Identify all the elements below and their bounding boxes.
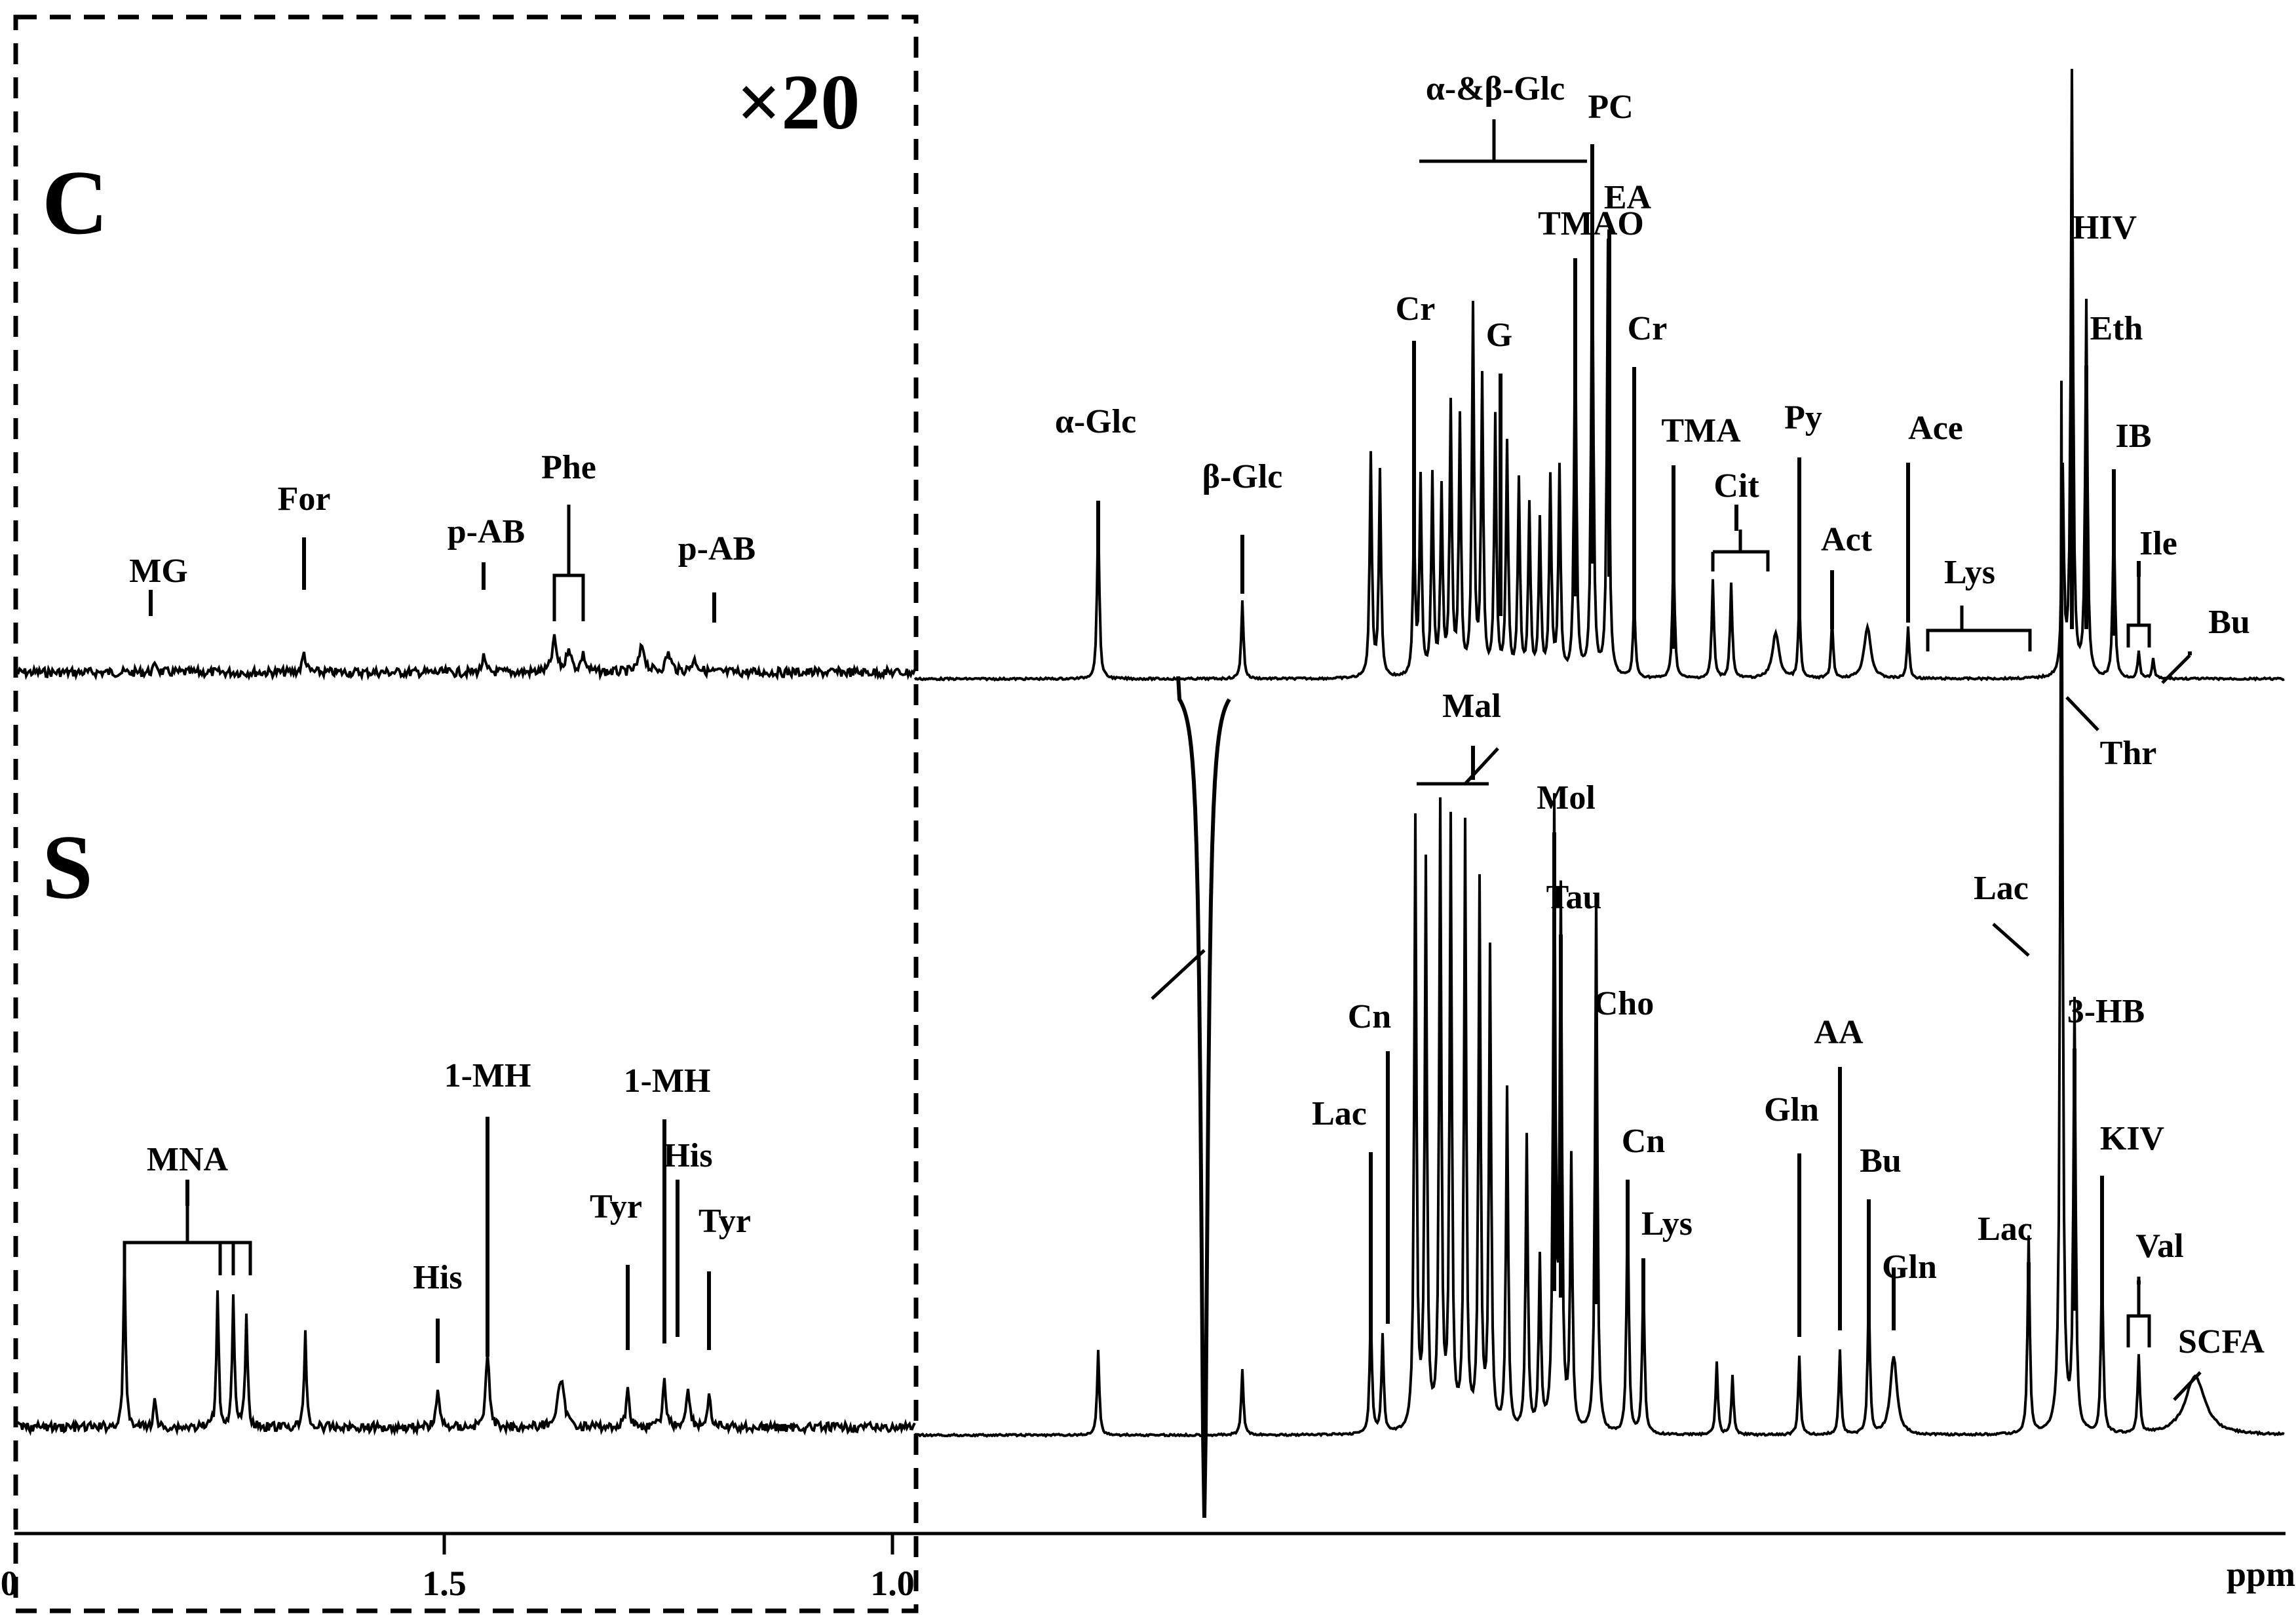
peak-label-py: Py <box>1784 399 1822 436</box>
peak-label-1-mh: 1-MH <box>624 1062 711 1100</box>
peak-label-kiv: KIV <box>2100 1120 2164 1157</box>
x-tick-label: 2.0 <box>0 1564 18 1603</box>
peak-label-val: Val <box>2135 1227 2183 1265</box>
peak-label-tyr: Tyr <box>698 1203 751 1240</box>
peak-label-scfa: SCFA <box>2178 1323 2265 1361</box>
bracket-phe <box>552 505 585 621</box>
peak-label-eth: Eth <box>2090 310 2143 347</box>
peak-label-cho: Cho <box>1594 985 1654 1022</box>
annotation-brackets <box>123 119 2202 1401</box>
peak-label-gln: Gln <box>1764 1091 1819 1129</box>
peak-label-cr: Cr <box>1628 310 1668 347</box>
peak-label-act: Act <box>1821 521 1873 558</box>
panel-label-s: S <box>42 817 93 918</box>
peak-label-ile: Ile <box>2139 525 2177 562</box>
peak-label-mal: Mal <box>1442 687 1501 725</box>
peak-label-p-ab: p-AB <box>678 530 756 568</box>
panel-label-c: C <box>42 152 108 254</box>
peak-label-his: His <box>413 1259 462 1296</box>
callout-lac <box>1992 923 2030 957</box>
spectrum-s-trace <box>914 380 2285 1439</box>
bracket-lys-c <box>1926 606 2032 651</box>
peak-label-mg: MG <box>129 552 188 590</box>
peak-label-lac: Lac <box>1974 870 2029 907</box>
peak-label--glc: β-Glc <box>1202 458 1283 495</box>
peak-labels: MG For p-AB Phe p-AB α-Glc β-Glc α-&β-Glc Cr G TMA… <box>129 70 2265 1361</box>
x-axis-ticks: 9.59.08.58.07.57.06.56.05.55.04.54.03.53… <box>0 1534 915 1603</box>
peak-label-ace: Ace <box>1908 410 1963 447</box>
peak-label-cn: Cn <box>1622 1123 1666 1160</box>
callout-scfa <box>2173 1371 2202 1401</box>
peak-label-hiv: HIV <box>2073 209 2137 246</box>
peak-label-lac: Lac <box>1978 1210 2033 1248</box>
peak-label-phe: Phe <box>541 449 596 486</box>
callout-hod <box>1151 949 1206 1000</box>
peak-label--glc: α-&β-Glc <box>1426 70 1565 107</box>
spectrum-s-expanded-trace <box>16 1252 916 1437</box>
callout-mal <box>1464 747 1499 785</box>
peak-label-pc: PC <box>1588 88 1633 126</box>
x-axis-label: ppm <box>2227 1554 2295 1594</box>
peak-label-tmao: TMAO <box>1538 205 1644 242</box>
peak-label-3-hb: 3-HB <box>2067 993 2145 1030</box>
peak-label-bu: Bu <box>1860 1142 1902 1180</box>
peak-label-tma: TMA <box>1661 412 1741 450</box>
peak-label-lys: Lys <box>1641 1205 1693 1243</box>
peak-label-lac: Lac <box>1312 1095 1367 1132</box>
peak-label-cn: Cn <box>1348 998 1392 1035</box>
peak-label-tyr: Tyr <box>590 1188 642 1226</box>
peak-label-his: His <box>663 1137 712 1174</box>
peak-label-ib: IB <box>2116 417 2152 455</box>
peak-label-aa: AA <box>1814 1014 1864 1051</box>
peak-label-mna: MNA <box>147 1141 229 1178</box>
peak-label-1-mh: 1-MH <box>444 1057 531 1094</box>
peak-markers <box>149 144 2192 1363</box>
peak-label-cit: Cit <box>1713 467 1759 505</box>
peak-label-thr: Thr <box>2100 735 2157 772</box>
peak-label-mol: Mol <box>1537 779 1596 817</box>
bracket-alpha-beta-glc <box>1419 119 1587 163</box>
x-tick-label: 1.5 <box>422 1564 467 1603</box>
callout-bu-c <box>2161 654 2191 684</box>
bracket-val <box>2126 1277 2151 1347</box>
peak-label-ea: EA <box>1604 179 1652 216</box>
peak-label-tau: Tau <box>1546 879 1602 916</box>
peak-label-p-ab: p-AB <box>448 513 525 550</box>
spectrum-c-expanded-trace <box>16 634 916 682</box>
bracket-cit <box>1711 530 1770 571</box>
hod-water-peak <box>1176 676 1231 1518</box>
expanded-region-box <box>13 14 919 1613</box>
peak-label-cr: Cr <box>1396 290 1436 328</box>
peak-label--glc: α-Glc <box>1055 403 1136 440</box>
peak-label-for: For <box>278 480 331 518</box>
peak-label-bu: Bu <box>2208 604 2250 641</box>
x-tick-label: 1.0 <box>870 1564 915 1603</box>
bracket-ile <box>2126 577 2151 647</box>
bracket-mna <box>123 1206 252 1275</box>
scale-factor-label: ×20 <box>737 58 860 145</box>
peak-label-g: G <box>1486 317 1512 354</box>
spectrum-c-trace <box>913 69 2285 682</box>
peak-label-gln: Gln <box>1882 1248 1937 1286</box>
peak-label-lys: Lys <box>1944 554 1995 591</box>
callout-thr <box>2065 696 2099 731</box>
